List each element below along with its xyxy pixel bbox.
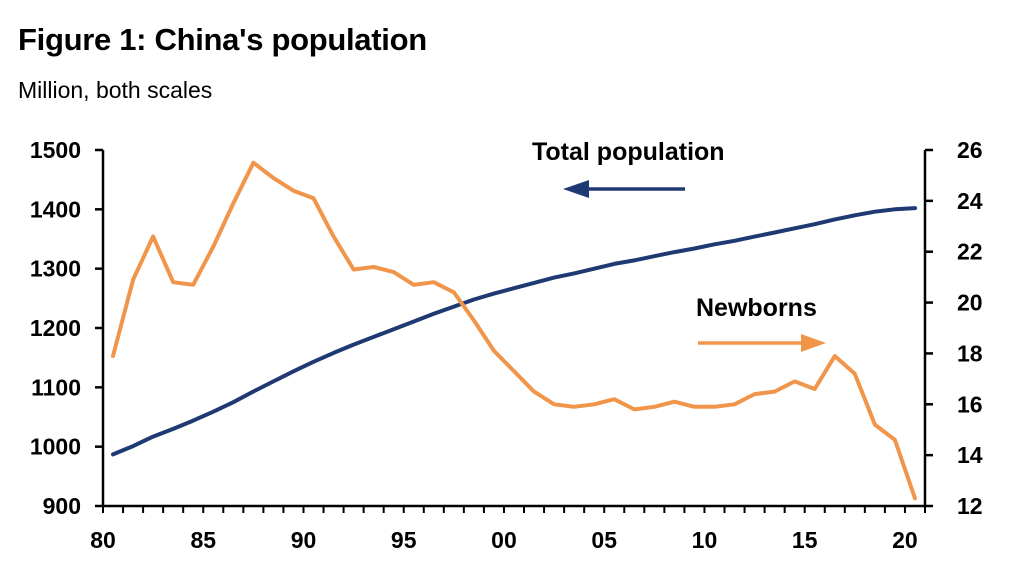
- newborns-label: Newborns: [696, 294, 817, 322]
- x-tick-label: 20: [892, 527, 918, 553]
- x-tick-label: 80: [90, 527, 116, 553]
- right-y-tick-label: 18: [957, 340, 983, 366]
- left-y-tick-label: 1000: [30, 434, 81, 460]
- right-y-tick-label: 12: [957, 493, 983, 519]
- x-tick-label: 05: [591, 527, 617, 553]
- chart-subtitle: Million, both scales: [18, 77, 213, 103]
- newborns-arrowhead: [801, 334, 826, 352]
- right-y-tick-label: 24: [957, 188, 983, 214]
- right-y-tick-label: 16: [957, 391, 983, 417]
- left-y-tick-label: 1500: [30, 137, 81, 163]
- left-y-tick-label: 900: [43, 493, 81, 519]
- x-tick-label: 85: [190, 527, 216, 553]
- total-population-label: Total population: [532, 138, 725, 166]
- left-y-tick-label: 1100: [31, 374, 81, 400]
- x-tick-label: 15: [792, 527, 818, 553]
- right-y-tick-label: 26: [957, 137, 983, 163]
- newborns-line: [111, 160, 917, 501]
- x-tick-label: 95: [391, 527, 417, 553]
- left-y-tick-label: 1300: [30, 256, 81, 282]
- total-population-line: [111, 206, 917, 457]
- total-population-arrowhead: [563, 180, 589, 198]
- chart-title: Figure 1: China's population: [18, 22, 427, 57]
- series-lines: [111, 160, 917, 501]
- axes: 9001000110012001300140015001214161820222…: [30, 137, 983, 553]
- x-tick-label: 00: [491, 527, 517, 553]
- right-y-tick-label: 22: [957, 239, 983, 265]
- x-tick-label: 10: [692, 527, 718, 553]
- right-y-tick-label: 14: [957, 442, 983, 468]
- x-tick-label: 90: [291, 527, 317, 553]
- annotations: Total population Newborns: [532, 138, 826, 352]
- left-y-tick-label: 1400: [30, 196, 81, 222]
- left-y-tick-label: 1200: [30, 315, 81, 341]
- right-y-tick-label: 20: [957, 290, 983, 316]
